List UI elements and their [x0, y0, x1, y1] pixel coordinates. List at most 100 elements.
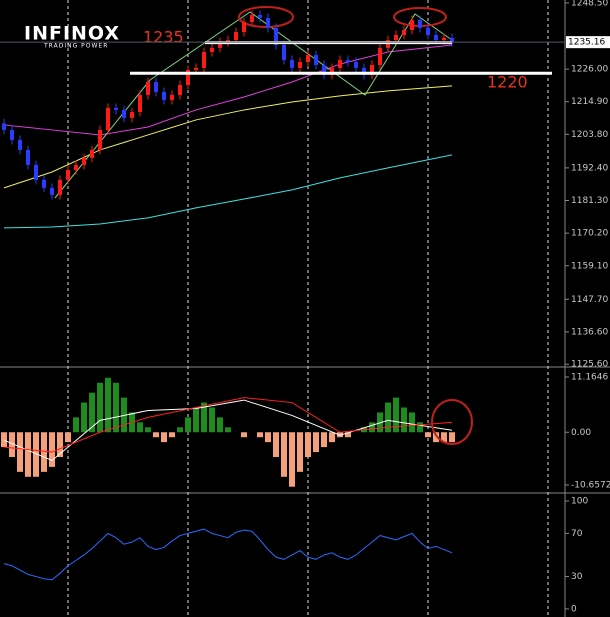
histogram-bar [105, 377, 111, 433]
y-tick-label: 1125.60 [571, 360, 608, 370]
candle-body [90, 149, 94, 158]
histogram-bar [145, 427, 151, 433]
candle-body [178, 84, 182, 95]
candle-body [322, 64, 326, 75]
histogram-bar [25, 432, 31, 477]
candle-body [402, 29, 406, 35]
candle-body [282, 44, 286, 60]
y-tick-label: 1226.00 [571, 65, 608, 75]
candle-body [26, 149, 30, 165]
candle-body [330, 67, 334, 75]
candle-body [274, 27, 278, 45]
histogram-bar [369, 422, 375, 433]
histogram-bar [81, 402, 87, 433]
candle-body [106, 107, 110, 130]
histogram-bar [297, 432, 303, 472]
candle-body [18, 139, 22, 150]
histogram-bar [209, 407, 215, 433]
candle-body [378, 47, 382, 65]
histogram-bar [217, 417, 223, 433]
histogram-bar [305, 432, 311, 458]
annotation: 1235 [143, 28, 184, 47]
logo-subtitle: TRADING POWER [43, 43, 108, 50]
histogram-bar [417, 422, 423, 433]
y-tick-label: 1170.20 [571, 229, 608, 239]
candle-body [210, 47, 214, 53]
histogram-bar [153, 432, 159, 438]
highlight [431, 399, 473, 445]
histogram-bar [433, 432, 439, 443]
candle-body [394, 34, 398, 40]
candle-body [98, 129, 102, 150]
histogram-bar [273, 432, 279, 458]
candle-body [2, 123, 6, 130]
histogram-bar [185, 417, 191, 433]
candle-body [66, 169, 70, 180]
histogram-bar [313, 432, 319, 453]
candle-body [226, 39, 230, 43]
annotation: 1220 [487, 73, 528, 92]
candle-body [130, 112, 134, 118]
histogram-bar [33, 432, 39, 477]
candle-body [298, 62, 302, 68]
signal-line [3, 397, 453, 453]
y-tick-label: 1192.40 [571, 163, 608, 173]
histogram-bar [241, 432, 247, 438]
candle-body [418, 19, 422, 28]
candle-body [170, 94, 174, 100]
histogram-bar [65, 432, 71, 443]
candle-body [442, 37, 446, 40]
candle-body [194, 67, 198, 70]
y-tick-label: 1136.60 [571, 327, 608, 337]
histogram-bar [329, 432, 335, 443]
candle-body [10, 129, 14, 140]
histogram-bar [441, 432, 447, 443]
histogram-bar [177, 427, 183, 433]
y-tick-label: 0.00 [571, 428, 591, 438]
candle-body [42, 179, 46, 188]
histogram-bar [41, 432, 47, 472]
histogram-bar [97, 382, 103, 433]
histogram-bar [393, 397, 399, 433]
candle-body [266, 17, 270, 28]
candle-body [306, 54, 310, 63]
histogram-bar [425, 432, 431, 438]
indicator-line [3, 528, 453, 581]
y-tick-label: 30 [571, 572, 583, 582]
histogram-bar [49, 432, 55, 467]
histogram-bar [201, 402, 207, 433]
candle-body [114, 107, 118, 110]
candle-body [410, 19, 414, 30]
candle-body [250, 14, 254, 23]
histogram-bar [385, 402, 391, 433]
candle-body [434, 34, 438, 40]
candle-body [258, 14, 262, 18]
candle-body [34, 164, 38, 180]
y-tick-label: 1214.90 [571, 97, 608, 107]
y-tick-label: 1181.30 [571, 196, 608, 206]
last-price-label: 1235.16 [568, 38, 605, 48]
histogram-bar [57, 432, 63, 458]
histogram-bar [345, 432, 351, 438]
candle-body [162, 92, 166, 100]
signal-line [3, 399, 453, 462]
histogram-bar [257, 432, 263, 438]
y-tick-label: -10.6572 [571, 481, 610, 491]
candle-body [146, 82, 150, 95]
y-tick-label: 100 [571, 497, 588, 507]
histogram-bar [409, 412, 415, 433]
y-tick-label: 1203.80 [571, 130, 608, 140]
candle-body [426, 27, 430, 35]
candle-body [74, 164, 78, 170]
candle-body [202, 52, 206, 68]
candle-body [234, 32, 238, 40]
histogram-bar [161, 432, 167, 443]
last-price-box [566, 36, 610, 49]
candle-body [82, 157, 86, 165]
histogram-bar [265, 432, 271, 443]
candle-body [338, 59, 342, 68]
candle-body [218, 42, 222, 48]
candle-body [242, 22, 246, 33]
candle-body [290, 59, 294, 68]
